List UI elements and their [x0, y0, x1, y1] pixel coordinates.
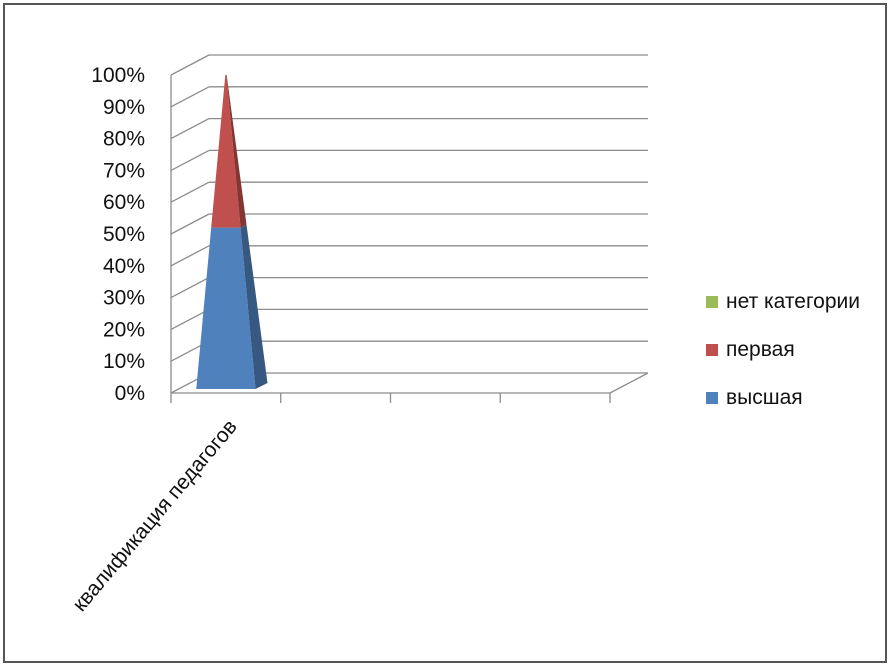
chart-legend: нет категории первая высшая: [706, 289, 891, 419]
gridline-depth: [170, 245, 210, 267]
chart-frame: 0% 10% 20% 30% 40% 50% 60% 70% 80% 90% 100% квалиф…: [3, 3, 887, 663]
y-tick-label: 90%: [103, 96, 145, 119]
bar-segment-side: [226, 74, 247, 228]
gridline-depth: [170, 308, 210, 330]
y-tick-label: 20%: [103, 318, 145, 341]
legend-label: первая: [726, 338, 795, 361]
legend-swatch: [706, 344, 718, 356]
y-tick-label: 80%: [103, 128, 145, 151]
y-tick-label: 60%: [103, 191, 145, 214]
x-category-label: квалификация педагогов: [68, 415, 242, 616]
legend-swatch: [706, 392, 718, 404]
legend-label: нет категории: [726, 290, 860, 313]
gridline-depth: [170, 149, 210, 171]
gridline-depth: [170, 54, 210, 76]
legend-item-vysshaya: высшая: [706, 385, 803, 411]
bar-segment-side: [240, 224, 268, 389]
y-tick-label: 70%: [103, 159, 145, 182]
gridline-depth: [170, 181, 210, 203]
floor-edge: [609, 372, 649, 394]
gridline-depth: [170, 86, 210, 108]
bar-segment: [211, 75, 241, 228]
y-tick-label: 100%: [91, 64, 145, 87]
y-axis-tick-labels: 0% 10% 20% 30% 40% 50% 60% 70% 80% 90% 100%: [91, 64, 145, 405]
chart-gridlines: [170, 54, 648, 394]
y-tick-label: 10%: [103, 350, 145, 373]
legend-item-net-kategorii: нет категории: [706, 289, 860, 315]
gridline-depth: [170, 213, 210, 235]
y-tick-label: 30%: [103, 287, 145, 310]
x-axis-category-labels: квалификация педагогов: [68, 415, 242, 616]
legend-swatch: [706, 296, 718, 308]
chart-plot: 0% 10% 20% 30% 40% 50% 60% 70% 80% 90% 100% квалиф…: [68, 54, 649, 616]
y-tick-label: 50%: [103, 223, 145, 246]
chart-axes: [170, 75, 649, 403]
bar-segment: [196, 227, 256, 389]
chart-bars: [196, 74, 268, 389]
gridline-depth: [170, 277, 210, 299]
y-tick-label: 0%: [115, 382, 145, 405]
y-tick-label: 40%: [103, 255, 145, 278]
gridline-depth: [170, 118, 210, 140]
legend-label: высшая: [726, 386, 803, 409]
legend-item-pervaya: первая: [706, 337, 795, 363]
